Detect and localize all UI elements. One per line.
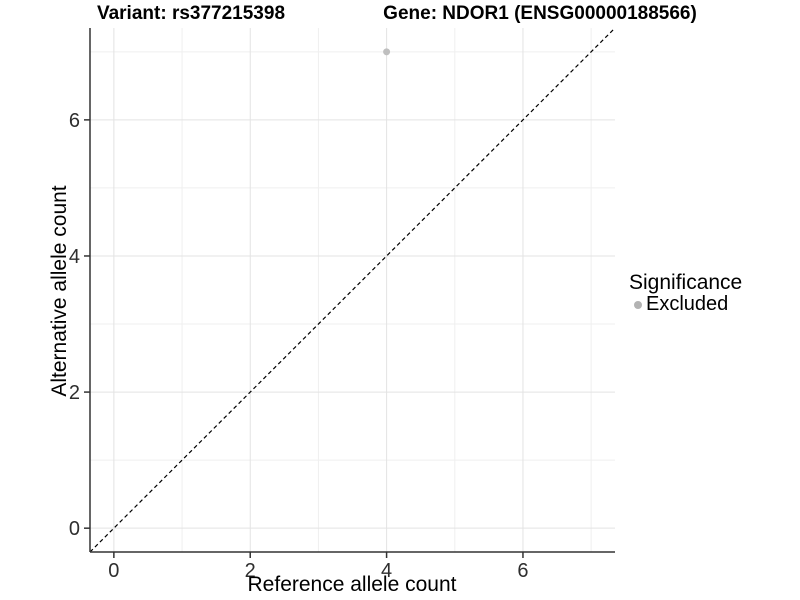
legend-title: Significance — [629, 271, 743, 294]
x-axis-title: Reference allele count — [247, 573, 457, 596]
x-tick-label: 0 — [108, 560, 119, 582]
legend: Significance Excluded — [629, 271, 742, 315]
legend-item: Excluded — [629, 294, 742, 315]
legend-items: Excluded — [629, 294, 742, 315]
identity-line — [89, 27, 616, 553]
x-tick-label: 6 — [517, 560, 528, 582]
y-tick-label: 4 — [69, 246, 80, 268]
legend-item-label: Excluded — [646, 293, 729, 315]
y-tick-label: 6 — [69, 110, 80, 132]
y-axis-title: Alternative allele count — [48, 185, 71, 397]
y-tick-label: 2 — [69, 382, 80, 404]
data-point — [383, 48, 391, 56]
x-tick-label: 4 — [381, 560, 392, 582]
gene-title: Gene: NDOR1 (ENSG00000188566) — [383, 3, 697, 24]
y-tick-label: 0 — [69, 518, 80, 540]
x-tick-label: 2 — [245, 560, 256, 582]
variant-title: Variant: rs377215398 — [96, 3, 286, 24]
legend-key-dot — [634, 300, 642, 309]
